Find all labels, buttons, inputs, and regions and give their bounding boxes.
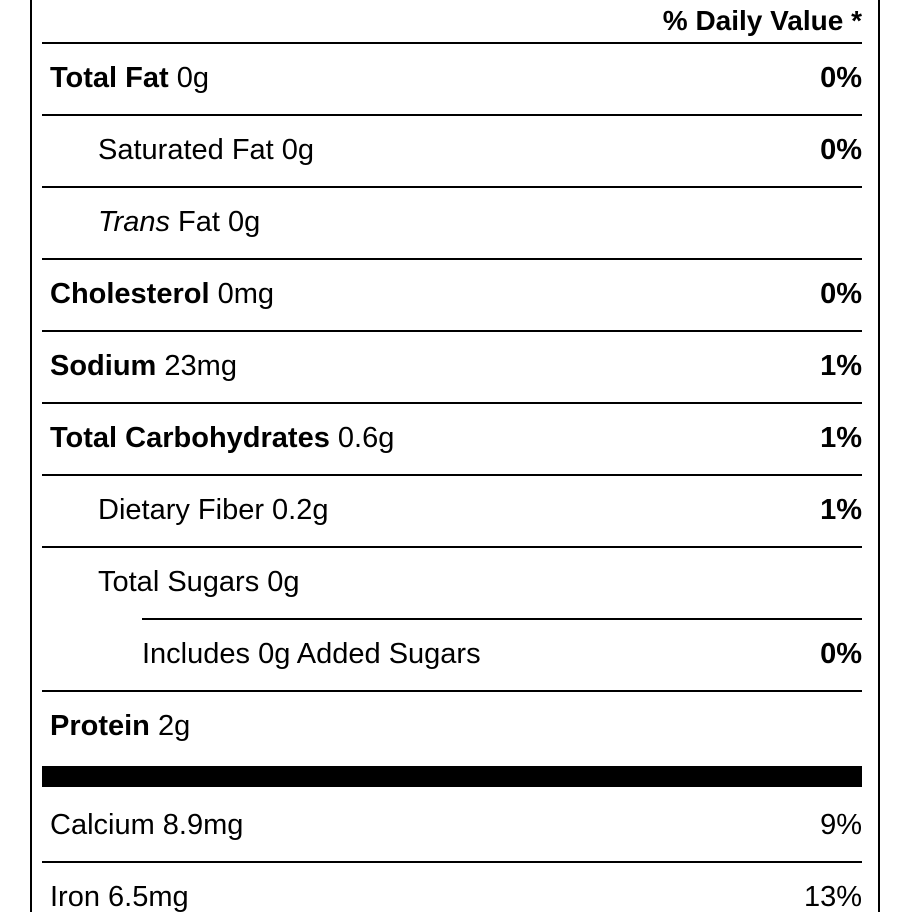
row-cholesterol: Cholesterol 0mg 0% [42,260,862,330]
row-total-fat: Total Fat 0g 0% [42,44,862,114]
row-divider [42,690,862,692]
row-divider [42,330,862,332]
row-iron: Iron 6.5mg 13% [42,863,862,912]
nutrient-label-segment: 0mg [209,278,275,311]
nutrition-rows: Total Fat 0g 0% Saturated Fat 0g 0% Trans Fa… [42,42,862,912]
nutrient-label: Cholesterol 0mg [50,278,275,311]
row-divider [42,186,862,188]
row-divider [42,258,862,260]
daily-value: 1% [820,422,862,455]
nutrient-label: Total Fat 0g [50,62,210,95]
nutrient-label: Includes 0g Added Sugars [142,638,481,671]
nutrient-label-segment: Protein [50,710,150,743]
daily-value: 9% [820,809,862,842]
nutrient-label: Total Carbohydrates 0.6g [50,422,395,455]
nutrient-label: Calcium 8.9mg [50,809,244,842]
daily-value: 0% [820,134,862,167]
nutrient-label: Protein 2g [50,710,191,743]
nutrient-label-segment: 0.6g [329,422,395,455]
nutrient-label-segment: Calcium 8.9mg [50,809,244,842]
daily-value-header: % Daily Value * [662,5,862,36]
row-divider [42,114,862,116]
nutrient-label-segment: Saturated Fat 0g [98,134,315,167]
nutrition-facts-label: % Daily Value * Total Fat 0g 0% Saturated … [30,0,880,912]
nutrient-label-segment: Cholesterol [50,278,210,311]
nutrient-label-segment: Total Fat [50,62,169,95]
nutrient-label-segment: Fat 0g [169,206,261,239]
nutrient-label: Saturated Fat 0g [98,134,315,167]
row-divider [42,402,862,404]
row-divider [42,861,862,863]
row-total-carbohydrates: Total Carbohydrates 0.6g 1% [42,404,862,474]
thick-divider [42,766,862,787]
nutrient-label: Total Sugars 0g [98,566,300,599]
daily-value: 1% [820,494,862,527]
nutrient-label: Iron 6.5mg [50,881,189,912]
nutrient-label-segment: 0g [168,62,210,95]
daily-value: 1% [820,350,862,383]
row-added-sugars: Includes 0g Added Sugars 0% [42,620,862,690]
daily-value: 0% [820,278,862,311]
nutrient-label-segment: Trans [98,206,170,239]
row-divider [42,474,862,476]
nutrient-label-segment: Sodium [50,350,157,383]
row-protein: Protein 2g [42,692,862,762]
nutrient-label: Trans Fat 0g [98,206,261,239]
row-dietary-fiber: Dietary Fiber 0.2g 1% [42,476,862,546]
nutrient-label: Sodium 23mg [50,350,237,383]
nutrient-label-segment: Iron 6.5mg [50,881,189,912]
daily-value: 0% [820,638,862,671]
nutrient-label-segment: Dietary Fiber 0.2g [98,494,329,527]
row-divider [42,546,862,548]
row-trans-fat: Trans Fat 0g [42,188,862,258]
row-divider [42,42,862,44]
nutrient-label-segment: Includes 0g Added Sugars [142,638,481,671]
row-sodium: Sodium 23mg 1% [42,332,862,402]
row-divider [142,618,862,620]
daily-value: 0% [820,62,862,95]
row-total-sugars: Total Sugars 0g [42,548,862,618]
nutrient-label: Dietary Fiber 0.2g [98,494,329,527]
row-saturated-fat: Saturated Fat 0g 0% [42,116,862,186]
daily-value: 13% [803,881,862,912]
nutrient-label-segment: 23mg [156,350,237,383]
row-calcium: Calcium 8.9mg 9% [42,791,862,861]
nutrient-label-segment: Total Sugars 0g [98,566,300,599]
nutrient-label-segment: 2g [149,710,191,743]
nutrient-label-segment: Total Carbohydrates [50,422,330,455]
